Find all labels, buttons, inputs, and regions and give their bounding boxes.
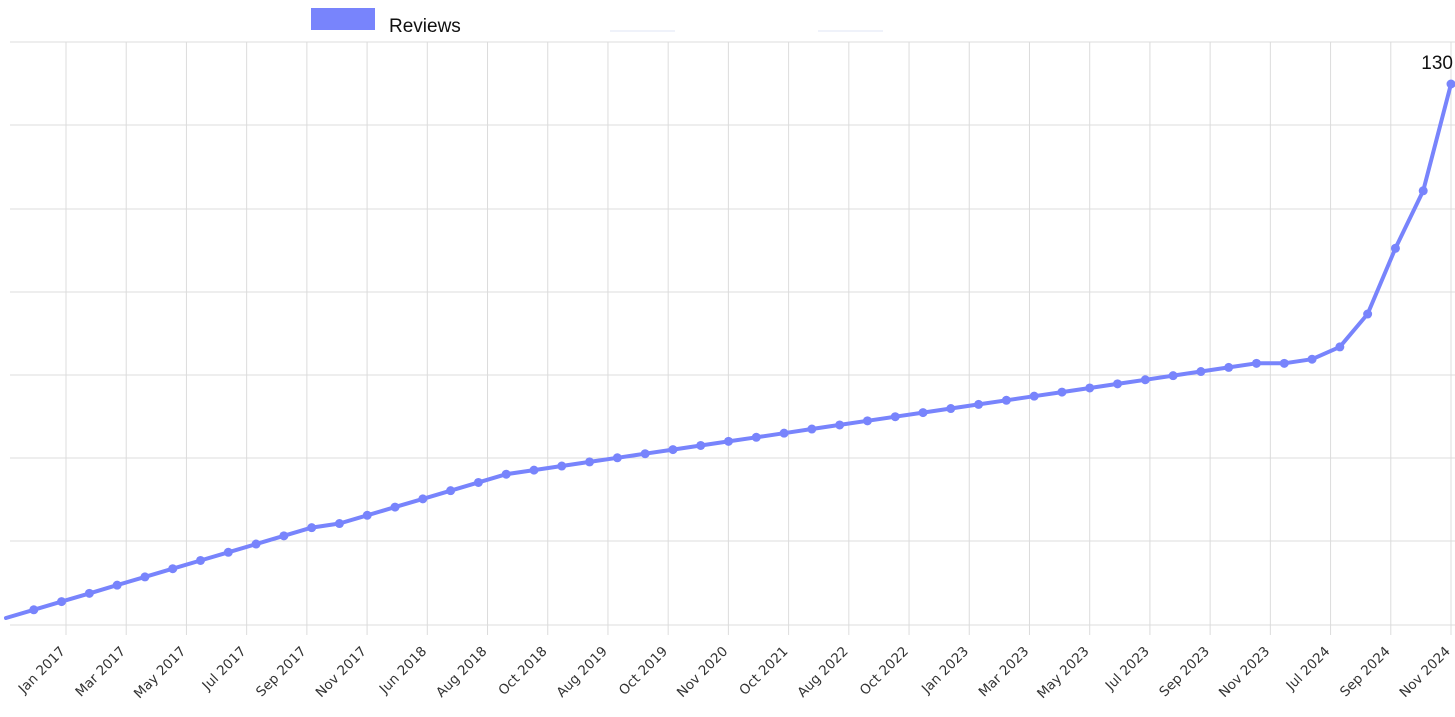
- data-point: [501, 469, 511, 479]
- data-point: [890, 412, 900, 422]
- data-point: [223, 547, 233, 557]
- data-point: [1029, 391, 1039, 401]
- series-reviews: [4, 79, 1455, 620]
- data-point: [1307, 354, 1317, 364]
- data-point: [668, 445, 678, 455]
- x-tick-label: Sep 2017: [253, 644, 310, 701]
- data-point: [779, 428, 789, 438]
- data-point: [1085, 383, 1095, 393]
- x-tick-label: Oct 2018: [495, 644, 550, 699]
- x-tick-label: Nov 2024: [1397, 644, 1454, 701]
- data-point: [1140, 375, 1150, 385]
- data-point: [946, 404, 956, 414]
- data-point: [473, 477, 483, 487]
- x-tick-label: Nov 2020: [674, 644, 731, 701]
- x-tick-label: Mar 2023: [976, 644, 1033, 701]
- data-point: [724, 436, 733, 446]
- data-point: [279, 531, 289, 541]
- data-point: [1196, 367, 1206, 377]
- data-point: [1113, 379, 1123, 389]
- x-tick-label: Nov 2017: [313, 644, 370, 701]
- data-point: [585, 457, 595, 467]
- data-labels: 130: [1421, 53, 1453, 74]
- x-tick-label: Jan 2017: [15, 644, 69, 698]
- data-point: [640, 449, 650, 459]
- data-point: [446, 486, 456, 496]
- x-tick-label: Jul 2017: [199, 644, 250, 695]
- data-point: [807, 424, 817, 434]
- data-point: [390, 502, 400, 512]
- x-tick-label: Aug 2018: [433, 644, 490, 701]
- legend-label-reviews: Reviews: [389, 16, 461, 37]
- x-tick-label: Aug 2019: [553, 644, 610, 701]
- data-point: [696, 440, 706, 450]
- chart-legend: Reviews: [311, 8, 883, 37]
- data-point: [140, 572, 150, 582]
- x-tick-label: Mar 2017: [72, 644, 129, 701]
- x-tick-label: Oct 2021: [736, 644, 791, 699]
- x-tick-label: Oct 2022: [857, 644, 912, 699]
- data-point: [57, 597, 67, 607]
- x-tick-label: Nov 2023: [1216, 644, 1273, 701]
- data-label-last: 130: [1421, 53, 1453, 74]
- data-point: [918, 408, 928, 418]
- data-point: [29, 605, 39, 615]
- x-tick-label: Jun 2018: [376, 644, 430, 698]
- data-point: [1363, 309, 1373, 319]
- x-tick-label: Sep 2023: [1156, 644, 1213, 701]
- data-point: [557, 461, 567, 471]
- data-point: [1335, 342, 1345, 352]
- legend-swatch-reviews: [311, 8, 375, 30]
- x-tick-label: Jul 2023: [1102, 644, 1153, 695]
- data-point: [251, 539, 261, 549]
- data-point: [835, 420, 845, 430]
- x-tick-label: May 2023: [1034, 644, 1092, 702]
- data-point: [1057, 387, 1067, 397]
- data-point: [1279, 358, 1289, 368]
- x-tick-label: May 2017: [131, 644, 189, 702]
- data-point: [862, 416, 872, 426]
- x-tick-label: Jul 2024: [1283, 644, 1334, 695]
- data-point: [1001, 395, 1011, 405]
- data-point: [168, 564, 178, 574]
- data-point: [751, 432, 761, 442]
- data-point: [362, 510, 372, 520]
- chart-grid: [10, 41, 1455, 635]
- data-point: [529, 465, 539, 475]
- data-point: [112, 580, 122, 590]
- data-point: [1418, 186, 1428, 196]
- data-point: [334, 519, 344, 529]
- x-tick-label: Oct 2019: [616, 644, 671, 699]
- data-point: [1168, 371, 1178, 381]
- data-point: [196, 555, 206, 565]
- data-point: [1251, 358, 1261, 368]
- data-point: [612, 453, 622, 463]
- data-point: [307, 523, 317, 533]
- x-tick-label: Sep 2024: [1337, 644, 1394, 701]
- data-point: [1446, 79, 1455, 89]
- data-point: [974, 399, 984, 409]
- x-tick-label: Jan 2023: [918, 644, 972, 698]
- data-point: [418, 494, 428, 504]
- data-point: [1390, 243, 1400, 253]
- data-point: [84, 588, 94, 598]
- x-tick-label: Aug 2022: [794, 644, 851, 701]
- x-axis-tick-labels: Jan 2017 Mar 2017 May 2017 Jul 2017 Sep 2017…: [15, 644, 1454, 702]
- data-point: [1224, 362, 1234, 372]
